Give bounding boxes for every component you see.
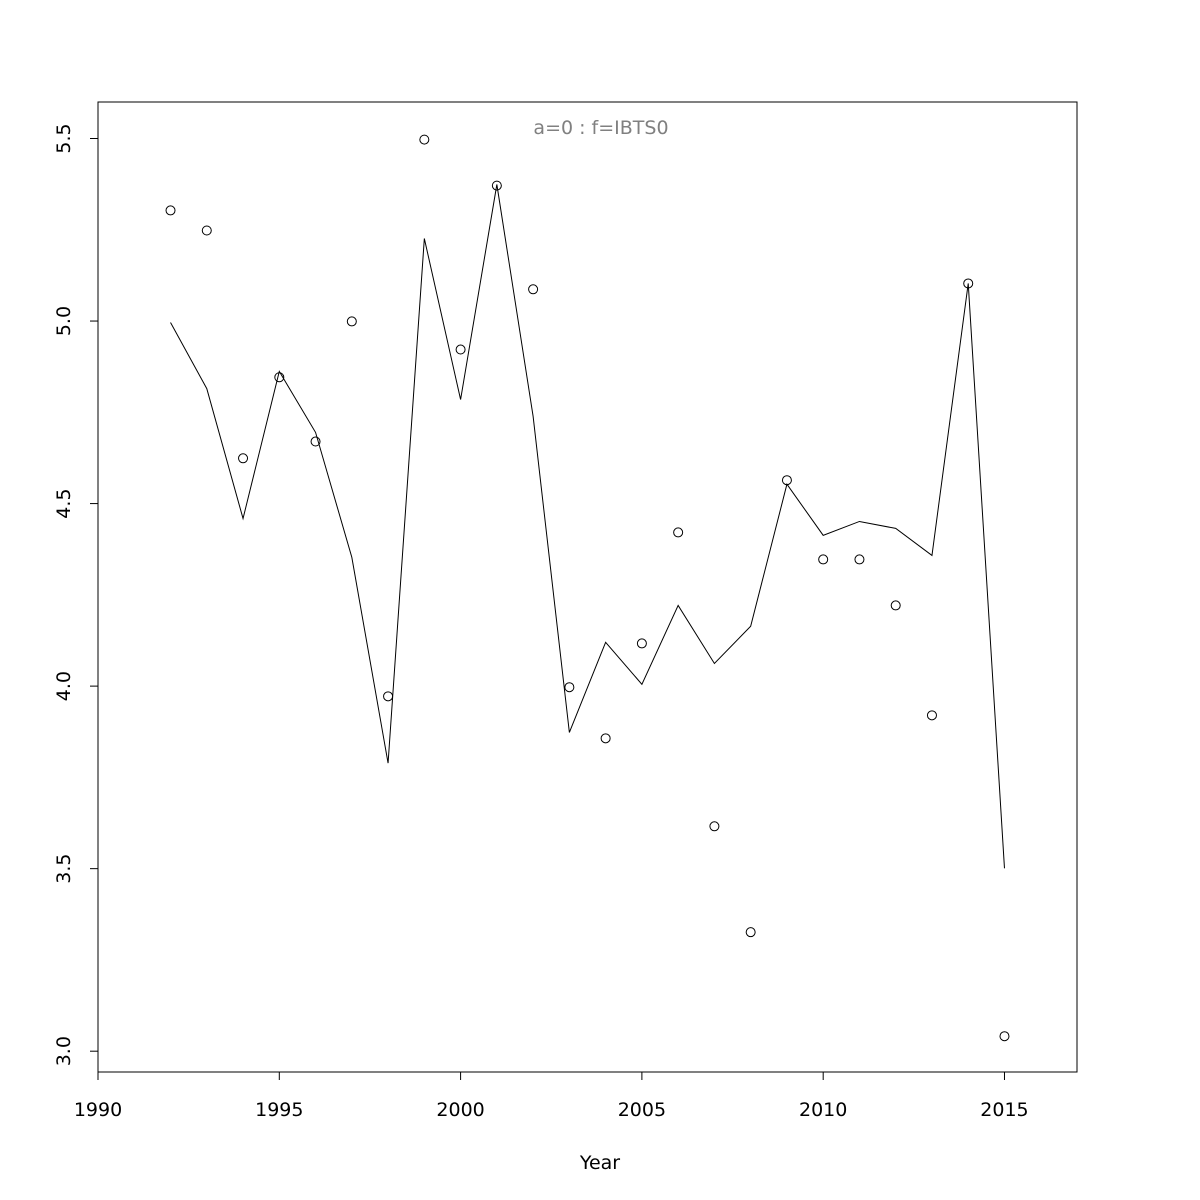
x-tick-label: 2015 [980, 1099, 1028, 1121]
data-point [673, 527, 684, 538]
x-tick-label: 1990 [74, 1099, 122, 1121]
y-tick-label: 3.5 [53, 854, 75, 884]
x-tick-label: 2010 [799, 1099, 847, 1121]
y-tick-label: 4.0 [53, 671, 75, 701]
y-tick-label: 3.0 [53, 1036, 75, 1066]
data-point [528, 284, 539, 295]
data-point [310, 436, 321, 447]
data-point [926, 710, 937, 721]
data-point [636, 638, 647, 649]
plot-frame [97, 101, 1078, 1073]
y-tick-label: 5.0 [53, 306, 75, 336]
x-tick-label: 1995 [255, 1099, 303, 1121]
data-point [491, 180, 502, 191]
data-point [600, 733, 611, 744]
data-point [419, 134, 430, 145]
data-line [170, 184, 1005, 869]
chart-title: a=0 : f=IBTS0 [533, 117, 668, 139]
data-point [165, 205, 176, 216]
data-point [745, 927, 756, 938]
data-point [201, 225, 212, 236]
y-tick-label: 5.5 [53, 123, 75, 153]
data-point [564, 682, 575, 693]
y-tick-label: 4.5 [53, 488, 75, 518]
data-point [238, 453, 249, 464]
data-point [455, 344, 466, 355]
data-point [890, 600, 901, 611]
data-point [346, 316, 357, 327]
data-point [854, 554, 865, 565]
data-point [781, 475, 792, 486]
data-point [709, 821, 720, 832]
data-point [999, 1031, 1010, 1042]
x-tick-label: 2000 [436, 1099, 484, 1121]
x-axis-label: Year [579, 1152, 620, 1174]
data-point [383, 691, 394, 702]
data-point [818, 554, 829, 565]
x-tick-label: 2005 [618, 1099, 666, 1121]
